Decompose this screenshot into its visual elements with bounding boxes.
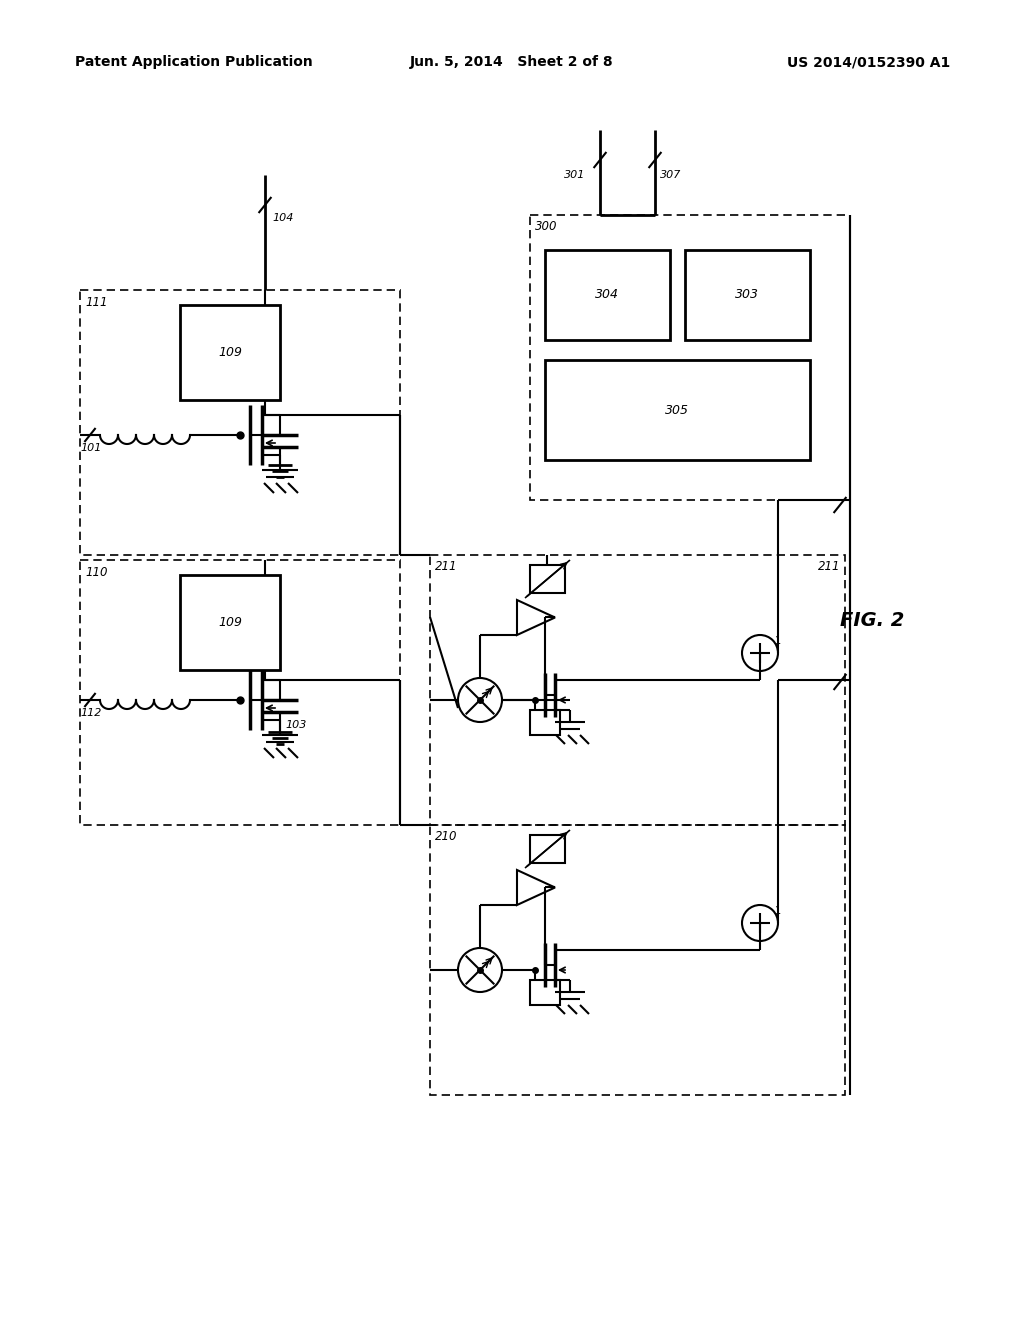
Bar [530, 979, 560, 1005]
Text: FIG. 2: FIG. 2 [840, 610, 904, 630]
Text: 307: 307 [660, 170, 681, 180]
Bar [530, 710, 560, 735]
Bar [430, 554, 845, 825]
Bar [545, 360, 810, 459]
Bar [685, 249, 810, 341]
Bar [530, 836, 565, 863]
Text: 112: 112 [80, 708, 101, 718]
Text: Patent Application Publication: Patent Application Publication [75, 55, 312, 69]
Text: 1: 1 [775, 636, 781, 645]
Text: 210: 210 [435, 830, 458, 843]
Bar [80, 560, 400, 825]
Bar [530, 565, 565, 593]
Text: 300: 300 [535, 220, 557, 234]
Bar [180, 305, 280, 400]
Bar [80, 290, 400, 554]
Text: 305: 305 [665, 404, 689, 417]
Text: 109: 109 [218, 615, 242, 628]
Text: US 2014/0152390 A1: US 2014/0152390 A1 [786, 55, 950, 69]
Bar [545, 249, 670, 341]
Text: 101: 101 [80, 444, 101, 453]
Text: Jun. 5, 2014   Sheet 2 of 8: Jun. 5, 2014 Sheet 2 of 8 [411, 55, 613, 69]
Bar [430, 825, 845, 1096]
Text: 109: 109 [218, 346, 242, 359]
Text: 104: 104 [272, 213, 293, 223]
Bar [180, 576, 280, 671]
Text: 211: 211 [817, 561, 840, 573]
Text: 301: 301 [563, 170, 585, 180]
Text: 211: 211 [435, 561, 458, 573]
Text: 110: 110 [85, 565, 108, 578]
Bar [530, 215, 850, 500]
Text: 303: 303 [735, 289, 759, 301]
Text: 304: 304 [595, 289, 618, 301]
Text: 103: 103 [285, 719, 306, 730]
Text: 1: 1 [775, 906, 781, 916]
Text: 111: 111 [85, 296, 108, 309]
